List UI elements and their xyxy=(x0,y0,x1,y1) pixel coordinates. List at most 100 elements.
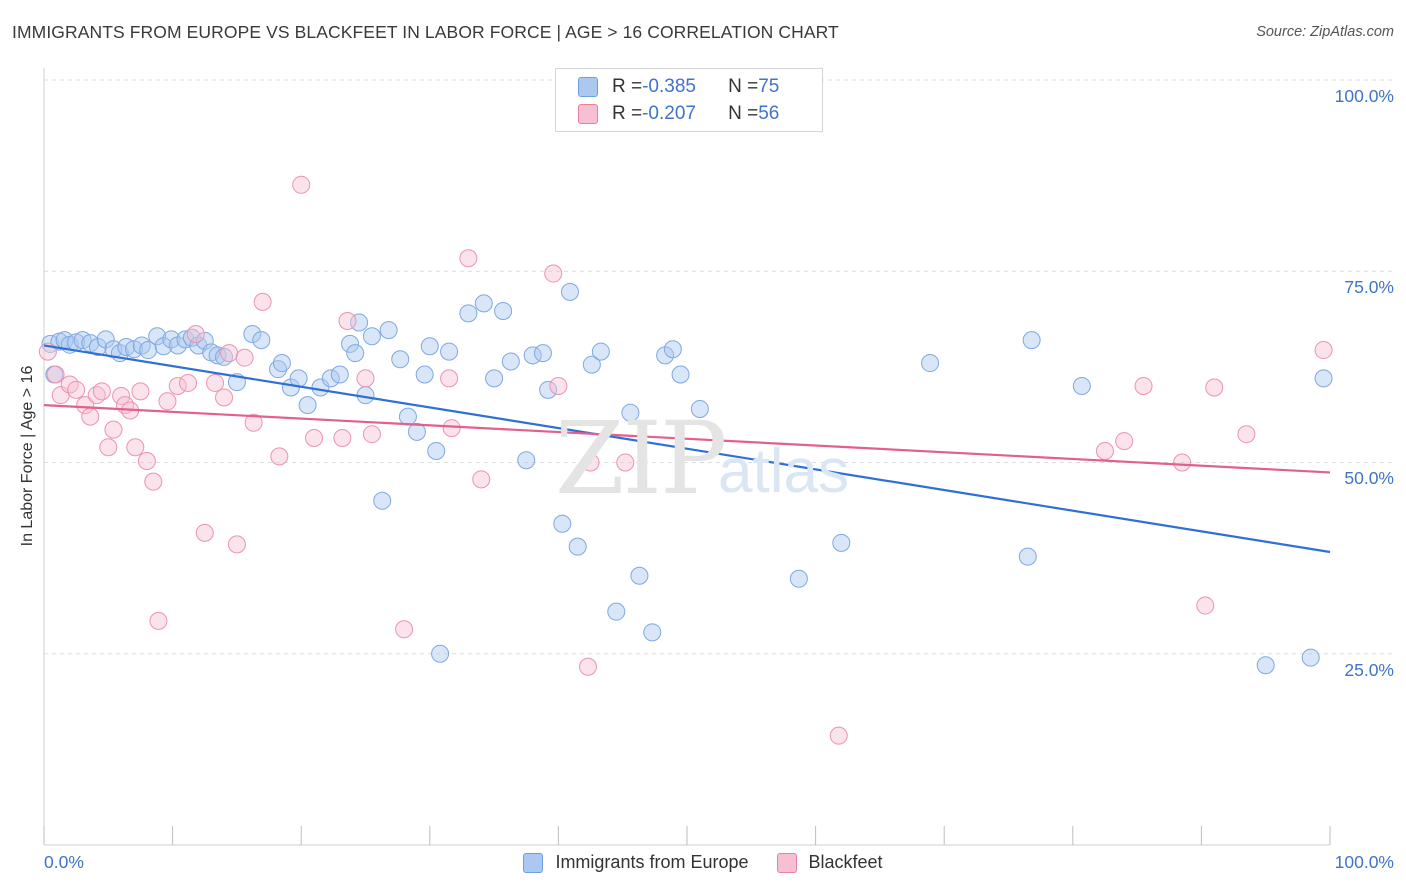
point-blackfeet xyxy=(220,344,239,363)
point-blackfeet xyxy=(158,392,177,411)
point-blackfeet xyxy=(186,324,205,343)
point-europe xyxy=(1256,656,1275,675)
point-europe xyxy=(607,602,626,621)
point-blackfeet xyxy=(1196,596,1215,615)
point-europe xyxy=(560,282,579,301)
point-blackfeet xyxy=(149,611,168,630)
legend-n-label: N = xyxy=(728,76,759,97)
point-blackfeet xyxy=(46,365,65,384)
y-axis-label: In Labor Force | Age > 16 xyxy=(19,365,36,547)
legend-r-label: R = xyxy=(612,103,643,124)
legend-swatch-europe xyxy=(578,77,598,97)
point-blackfeet xyxy=(578,657,597,676)
point-europe xyxy=(553,514,572,533)
point-blackfeet xyxy=(1205,378,1224,397)
point-europe xyxy=(789,569,808,588)
bottom-legend-europe: Immigrants from Europe xyxy=(523,852,749,873)
point-europe xyxy=(427,442,446,461)
point-blackfeet xyxy=(1115,432,1134,451)
point-blackfeet xyxy=(616,453,635,472)
point-europe xyxy=(298,396,317,415)
point-europe xyxy=(485,369,504,388)
point-europe xyxy=(921,354,940,373)
point-europe xyxy=(533,344,552,363)
point-europe xyxy=(321,369,340,388)
point-europe xyxy=(582,355,601,374)
point-blackfeet xyxy=(81,407,100,426)
point-europe xyxy=(539,380,558,399)
point-blackfeet xyxy=(1095,442,1114,461)
point-europe xyxy=(415,365,434,384)
point-europe xyxy=(440,342,459,361)
point-europe xyxy=(474,294,493,313)
bottom-legend-blackfeet: Blackfeet xyxy=(776,852,883,873)
trend-line-blackfeet xyxy=(43,404,1331,474)
point-europe xyxy=(517,451,536,470)
point-europe xyxy=(643,623,662,642)
point-blackfeet xyxy=(356,369,375,388)
legend-r-value: -0.385 xyxy=(642,76,696,97)
point-blackfeet xyxy=(227,535,246,554)
point-europe xyxy=(494,302,513,321)
point-europe xyxy=(148,327,167,346)
x-tick-label: 100.0% xyxy=(1334,852,1394,872)
point-europe xyxy=(621,403,640,422)
point-europe xyxy=(591,342,610,361)
y-tick-label: 50.0% xyxy=(1344,468,1394,488)
point-europe xyxy=(407,422,426,441)
y-tick-label: 75.0% xyxy=(1344,277,1394,297)
point-europe xyxy=(630,566,649,585)
point-europe xyxy=(330,365,349,384)
point-blackfeet xyxy=(76,396,95,415)
point-europe xyxy=(379,321,398,340)
point-blackfeet xyxy=(459,249,478,268)
point-europe xyxy=(663,340,682,359)
point-blackfeet xyxy=(215,388,234,407)
legend-n-label: N = xyxy=(728,103,759,124)
point-blackfeet xyxy=(126,438,145,457)
legend-r-label: R = xyxy=(612,76,643,97)
point-blackfeet xyxy=(270,447,289,466)
point-europe xyxy=(362,327,381,346)
point-blackfeet xyxy=(235,348,254,367)
point-blackfeet xyxy=(305,429,324,448)
legend-row-blackfeet: R = -0.207 N = 56 xyxy=(578,102,779,126)
point-blackfeet xyxy=(440,369,459,388)
point-europe xyxy=(373,491,392,510)
point-blackfeet xyxy=(168,377,187,395)
x-tick-label: 0.0% xyxy=(44,852,84,872)
point-europe xyxy=(690,399,709,418)
legend-n-value: 75 xyxy=(758,76,780,97)
point-blackfeet xyxy=(292,175,311,194)
legend: R = -0.385 N = 75 R = -0.207 N = 56 xyxy=(555,68,823,132)
point-blackfeet xyxy=(131,382,150,401)
point-blackfeet xyxy=(544,264,563,283)
point-europe xyxy=(1022,331,1041,350)
legend-n-value: 56 xyxy=(758,103,780,124)
point-europe xyxy=(398,407,417,426)
bottom-legend-swatch-blackfeet xyxy=(776,852,797,873)
point-blackfeet xyxy=(338,311,357,330)
point-blackfeet xyxy=(362,425,381,444)
point-blackfeet xyxy=(104,420,123,439)
point-europe xyxy=(272,354,291,373)
point-europe xyxy=(1018,547,1037,566)
point-blackfeet xyxy=(442,419,461,438)
point-europe xyxy=(431,644,450,663)
point-blackfeet xyxy=(67,380,86,399)
point-blackfeet xyxy=(333,429,352,448)
point-blackfeet xyxy=(206,373,225,392)
point-europe xyxy=(96,330,115,349)
point-blackfeet xyxy=(1237,425,1256,444)
point-europe xyxy=(1072,377,1091,395)
point-europe xyxy=(89,337,108,356)
point-europe xyxy=(350,313,369,332)
point-europe xyxy=(252,331,271,350)
point-europe xyxy=(1301,648,1320,667)
point-blackfeet xyxy=(99,438,118,457)
point-blackfeet xyxy=(195,523,214,542)
bottom-legend-label: Immigrants from Europe xyxy=(555,852,749,872)
point-blackfeet xyxy=(472,470,491,489)
point-blackfeet xyxy=(253,292,272,311)
